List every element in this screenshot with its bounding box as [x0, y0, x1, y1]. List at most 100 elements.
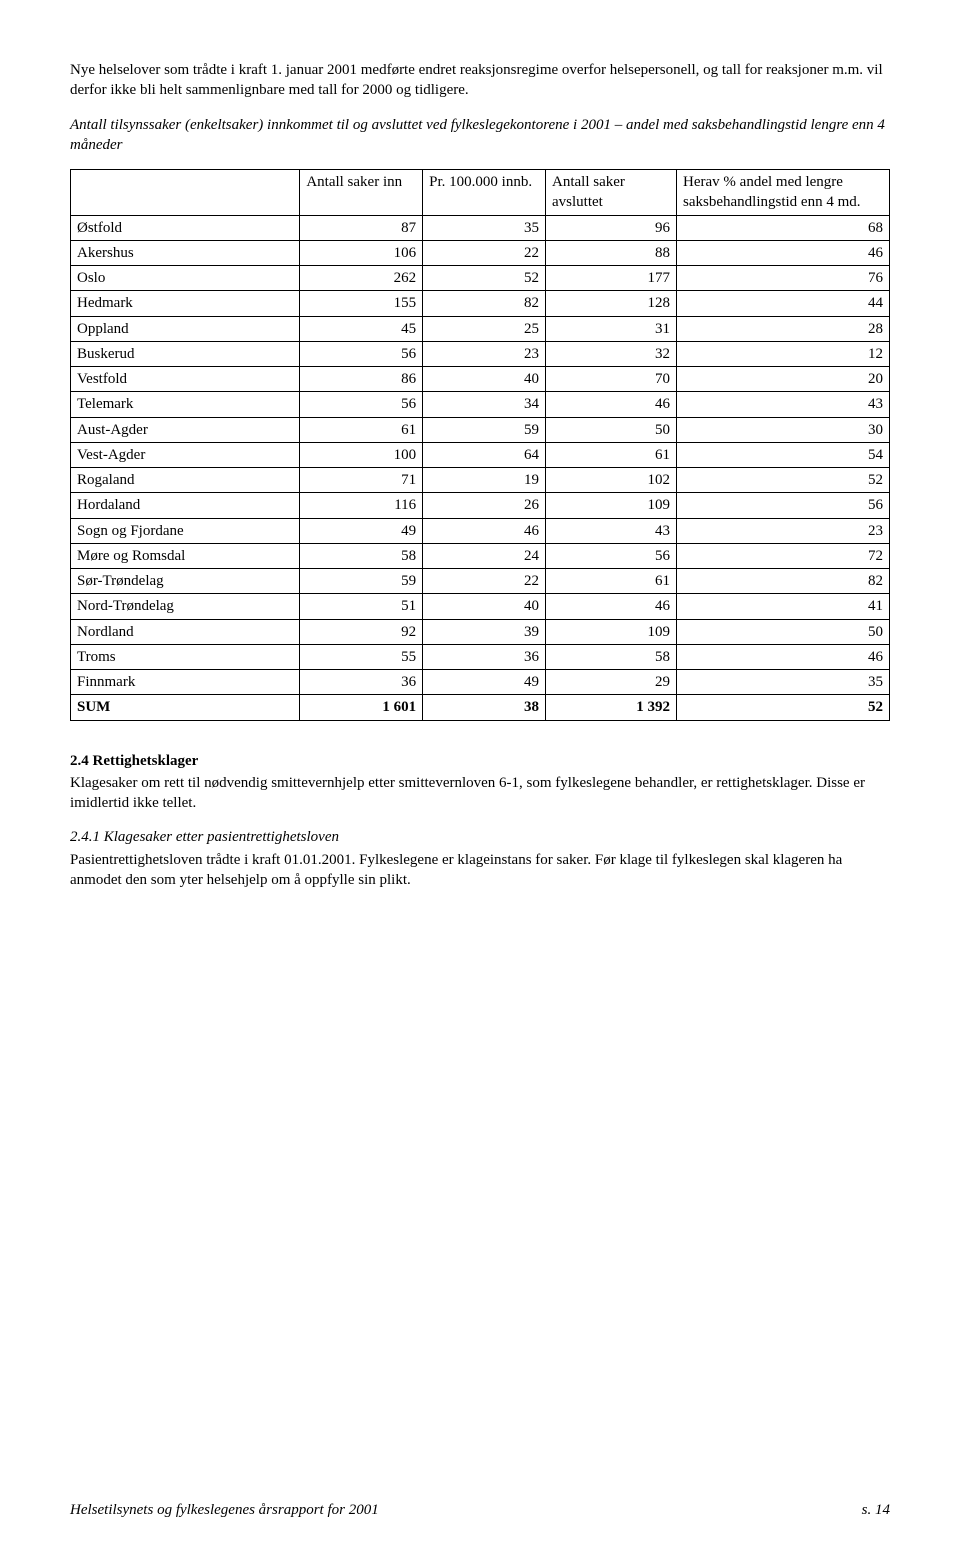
- row-name: Sogn og Fjordane: [71, 518, 300, 543]
- row-c3: 70: [546, 367, 677, 392]
- row-c1: 87: [300, 215, 423, 240]
- table-row: Aust-Agder61595030: [71, 417, 890, 442]
- row-name: Akershus: [71, 240, 300, 265]
- row-name: Vestfold: [71, 367, 300, 392]
- row-c3: 29: [546, 670, 677, 695]
- table-row: Vestfold86407020: [71, 367, 890, 392]
- table-header-col1: Antall saker inn: [300, 170, 423, 216]
- table-header-col4: Herav % andel med lengre saksbehandlings…: [677, 170, 890, 216]
- row-name: Oslo: [71, 266, 300, 291]
- row-c3: 88: [546, 240, 677, 265]
- row-c3: 109: [546, 493, 677, 518]
- table-row: Nord-Trøndelag51404641: [71, 594, 890, 619]
- row-c1: 92: [300, 619, 423, 644]
- row-c4: 44: [677, 291, 890, 316]
- table-row: Hordaland1162610956: [71, 493, 890, 518]
- row-c4: 43: [677, 392, 890, 417]
- page-footer: Helsetilsynets og fylkeslegenes årsrappo…: [0, 1500, 960, 1520]
- row-c3: 32: [546, 341, 677, 366]
- table-header-col3: Antall saker avsluttet: [546, 170, 677, 216]
- row-c4: 46: [677, 644, 890, 669]
- row-name: Østfold: [71, 215, 300, 240]
- table-header-empty: [71, 170, 300, 216]
- row-c2: 59: [423, 417, 546, 442]
- row-c2: 25: [423, 316, 546, 341]
- county-table: Antall saker inn Pr. 100.000 innb. Antal…: [70, 169, 890, 721]
- table-header-col2: Pr. 100.000 innb.: [423, 170, 546, 216]
- row-c1: 56: [300, 341, 423, 366]
- row-c2: 40: [423, 367, 546, 392]
- row-name: Møre og Romsdal: [71, 543, 300, 568]
- row-c2: 34: [423, 392, 546, 417]
- row-c1: 59: [300, 569, 423, 594]
- row-c2: 26: [423, 493, 546, 518]
- table-caption: Antall tilsynssaker (enkeltsaker) innkom…: [70, 115, 890, 156]
- row-c1: 55: [300, 644, 423, 669]
- row-c3: 96: [546, 215, 677, 240]
- table-row: Rogaland711910252: [71, 468, 890, 493]
- table-row: Vest-Agder100646154: [71, 442, 890, 467]
- row-c2: 64: [423, 442, 546, 467]
- row-c2: 40: [423, 594, 546, 619]
- row-name: Buskerud: [71, 341, 300, 366]
- table-row: Buskerud56233212: [71, 341, 890, 366]
- row-c2: 46: [423, 518, 546, 543]
- sum-c4: 52: [677, 695, 890, 720]
- row-c3: 61: [546, 442, 677, 467]
- intro-paragraph-1: Nye helselover som trådte i kraft 1. jan…: [70, 60, 890, 101]
- row-c1: 106: [300, 240, 423, 265]
- row-name: Rogaland: [71, 468, 300, 493]
- row-c4: 52: [677, 468, 890, 493]
- row-c1: 51: [300, 594, 423, 619]
- row-c4: 35: [677, 670, 890, 695]
- row-name: Telemark: [71, 392, 300, 417]
- table-row: Finnmark36492935: [71, 670, 890, 695]
- section-2-4-1-body: Pasientrettighetsloven trådte i kraft 01…: [70, 850, 890, 891]
- row-c4: 82: [677, 569, 890, 594]
- row-c3: 109: [546, 619, 677, 644]
- row-c4: 12: [677, 341, 890, 366]
- table-row: Østfold87359668: [71, 215, 890, 240]
- row-c4: 54: [677, 442, 890, 467]
- row-c3: 43: [546, 518, 677, 543]
- table-row: Sogn og Fjordane49464323: [71, 518, 890, 543]
- row-c1: 100: [300, 442, 423, 467]
- row-c1: 155: [300, 291, 423, 316]
- row-c3: 46: [546, 392, 677, 417]
- row-c4: 30: [677, 417, 890, 442]
- row-c4: 50: [677, 619, 890, 644]
- sum-name: SUM: [71, 695, 300, 720]
- row-name: Hedmark: [71, 291, 300, 316]
- row-name: Troms: [71, 644, 300, 669]
- row-c1: 36: [300, 670, 423, 695]
- sum-c1: 1 601: [300, 695, 423, 720]
- row-c1: 49: [300, 518, 423, 543]
- section-2-4-body: Klagesaker om rett til nødvendig smittev…: [70, 773, 890, 814]
- row-c3: 177: [546, 266, 677, 291]
- table-row: Troms55365846: [71, 644, 890, 669]
- row-c1: 116: [300, 493, 423, 518]
- table-row: Møre og Romsdal58245672: [71, 543, 890, 568]
- row-c2: 52: [423, 266, 546, 291]
- section-2-4-title: 2.4 Rettighetsklager: [70, 751, 890, 771]
- section-2-4-1-title: 2.4.1 Klagesaker etter pasientrettighets…: [70, 827, 890, 847]
- row-c2: 22: [423, 569, 546, 594]
- row-c3: 102: [546, 468, 677, 493]
- row-c2: 39: [423, 619, 546, 644]
- row-name: Nord-Trøndelag: [71, 594, 300, 619]
- table-row: Hedmark1558212844: [71, 291, 890, 316]
- row-name: Oppland: [71, 316, 300, 341]
- row-c1: 86: [300, 367, 423, 392]
- row-c1: 56: [300, 392, 423, 417]
- row-c3: 56: [546, 543, 677, 568]
- table-row: Sør-Trøndelag59226182: [71, 569, 890, 594]
- row-c4: 41: [677, 594, 890, 619]
- row-c3: 61: [546, 569, 677, 594]
- row-c4: 28: [677, 316, 890, 341]
- sum-c2: 38: [423, 695, 546, 720]
- row-c2: 22: [423, 240, 546, 265]
- row-c3: 31: [546, 316, 677, 341]
- row-c3: 128: [546, 291, 677, 316]
- row-c2: 23: [423, 341, 546, 366]
- row-c4: 76: [677, 266, 890, 291]
